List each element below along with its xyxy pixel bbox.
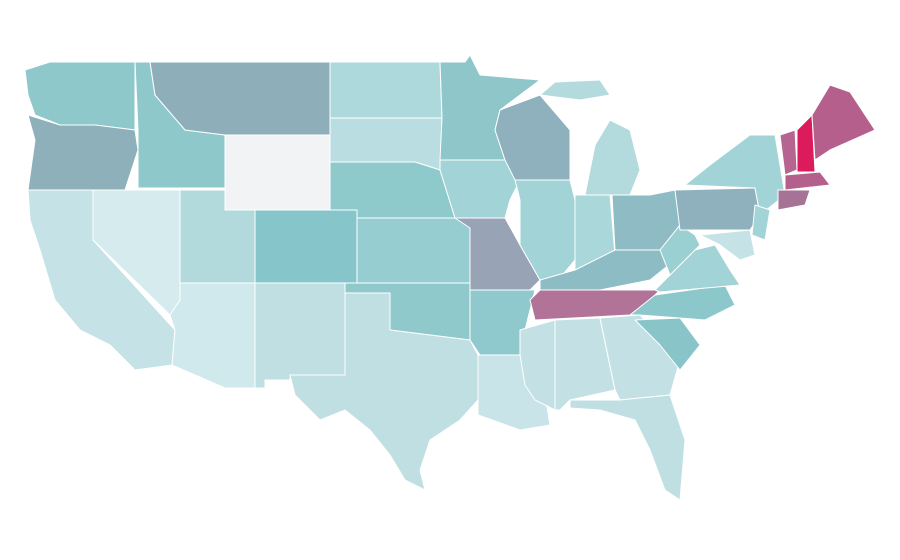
state-region bbox=[454, 217, 541, 291]
state-region bbox=[684, 134, 786, 216]
state-region bbox=[439, 159, 521, 219]
state-region bbox=[784, 171, 831, 191]
state-region bbox=[289, 292, 479, 491]
state-region bbox=[224, 134, 331, 211]
state-region bbox=[494, 94, 571, 181]
state-region bbox=[254, 282, 346, 389]
state-region bbox=[629, 284, 736, 321]
state-region bbox=[779, 129, 798, 176]
state-region bbox=[674, 187, 761, 231]
state-region bbox=[254, 209, 358, 284]
state-region bbox=[169, 282, 256, 389]
state-region bbox=[569, 394, 686, 501]
state-region bbox=[751, 204, 771, 241]
state-region bbox=[539, 79, 611, 101]
state-region bbox=[356, 217, 471, 284]
state-region bbox=[811, 84, 876, 161]
state-region bbox=[584, 119, 641, 196]
state-region bbox=[699, 229, 756, 261]
state-region bbox=[329, 61, 443, 119]
state-region bbox=[777, 189, 811, 211]
state-region bbox=[634, 317, 701, 371]
state-region bbox=[329, 161, 456, 219]
